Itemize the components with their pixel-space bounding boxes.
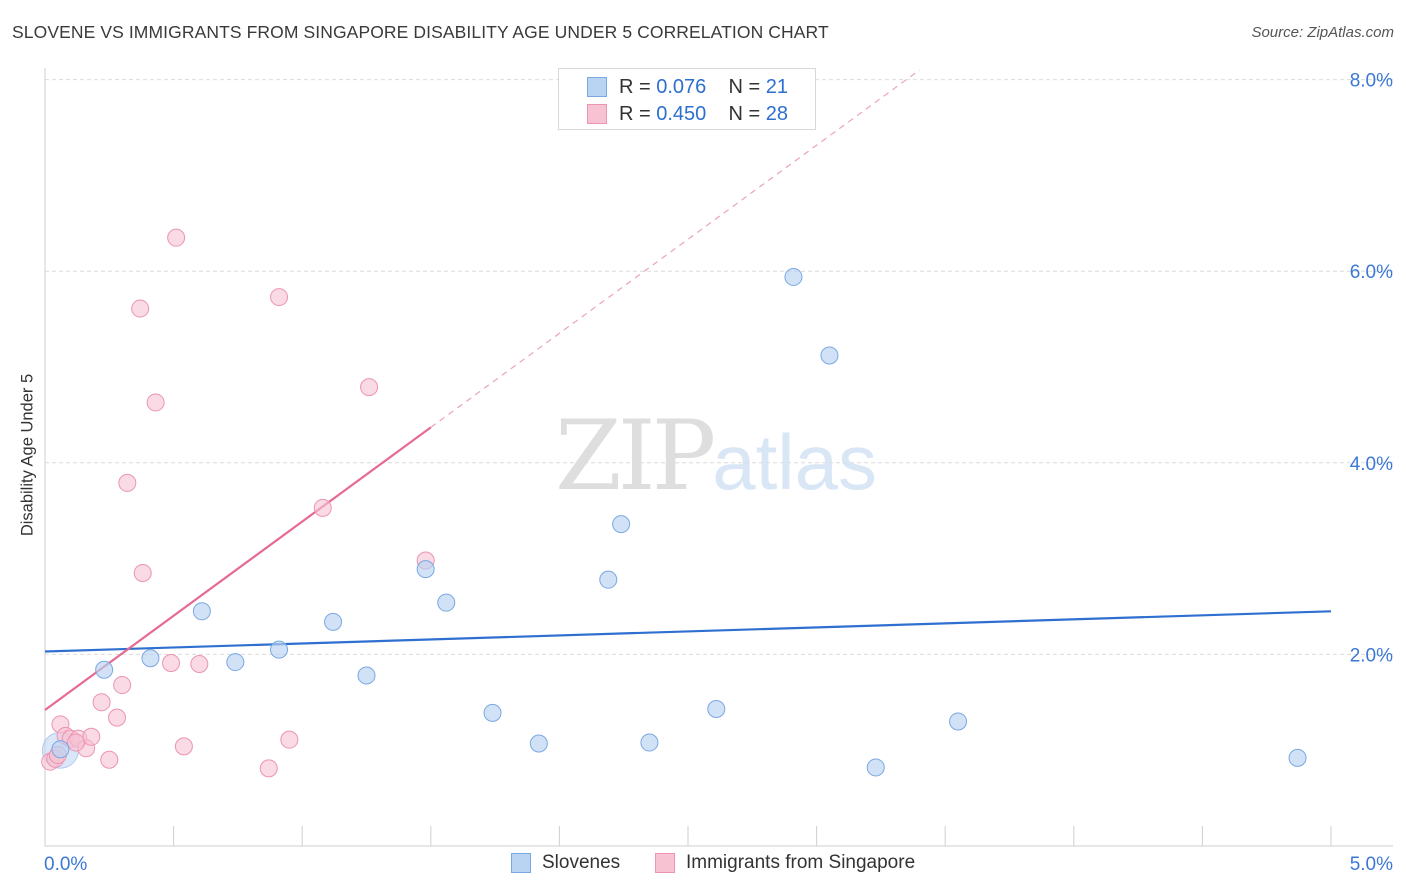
x-tick-label: 0.0% [44,854,87,875]
point-singapore [66,733,85,752]
stats-legend: R = 0.076 N = 21 R = 0.450 N = 28 [558,68,816,130]
point-singapore [270,288,289,307]
r-label: R = [619,76,651,98]
y-tick-label: 6.0% [1350,262,1393,283]
point-slovenes [357,666,376,685]
point-singapore [313,498,332,517]
point-slovenes [192,602,211,621]
point-slovenes [784,267,803,286]
axes [44,68,1393,847]
point-singapore [162,654,181,673]
y-tick-label: 2.0% [1350,645,1393,666]
r-value: 0.076 [656,76,707,98]
point-singapore [92,693,111,712]
point-slovenes [51,740,70,759]
grid-lines [45,79,1393,655]
trend-extension-singapore [430,69,920,428]
point-singapore [259,759,278,778]
point-slovenes [612,515,631,534]
legend-swatch-blue [587,77,607,97]
point-singapore [133,563,152,582]
watermark-zip: ZIP [555,400,716,512]
point-singapore [82,727,101,746]
point-singapore [190,654,209,673]
point-singapore [118,473,137,492]
point-slovenes [141,649,160,668]
legend-stats-singapore: R = 0.450 N = 28 [619,103,788,126]
r-label: R = [619,103,651,125]
watermark-atlas: atlas [712,418,877,506]
point-slovenes [949,712,968,731]
y-tick-label: 8.0% [1350,71,1393,92]
x-tick-label: 5.0% [1350,854,1393,875]
data-points [41,228,1307,778]
point-singapore [146,393,165,412]
legend-swatch-pink [587,104,607,124]
point-slovenes [226,653,245,672]
point-singapore [174,737,193,756]
point-singapore [100,750,119,769]
watermark: ZIPatlas [555,400,877,512]
point-slovenes [640,733,659,752]
point-slovenes [270,640,289,659]
tick-labels: 2.0% 4.0% 6.0% 8.0% 0.0% 5.0% [44,71,1393,875]
point-singapore [360,378,379,397]
point-singapore [108,708,127,727]
trend-line-slovenes [44,610,1332,653]
n-label: N = [728,76,761,98]
y-tick-label: 4.0% [1350,454,1393,475]
point-slovenes [437,593,456,612]
point-slovenes [866,758,885,777]
legend-label-slovenes: Slovenes [542,852,621,873]
point-slovenes [483,703,502,722]
point-singapore [280,730,299,749]
point-slovenes [95,660,114,679]
point-slovenes [707,700,726,719]
legend-swatch-blue [511,853,531,873]
n-value: 21 [765,76,789,98]
r-value: 0.450 [656,103,707,125]
point-slovenes [820,346,839,365]
chart-title: SLOVENE VS IMMIGRANTS FROM SINGAPORE DIS… [12,22,829,42]
point-singapore [131,299,150,318]
trend-lines [44,69,1332,711]
source-credit: Source: ZipAtlas.com [1251,24,1394,41]
point-slovenes [529,734,548,753]
point-singapore [113,676,132,695]
legend-stats-slovenes: R = 0.076 N = 21 [619,76,788,99]
n-value: 28 [765,103,789,125]
point-slovenes [324,612,343,631]
legend-swatch-pink [655,853,675,873]
point-slovenes [416,560,435,579]
point-singapore [167,228,186,247]
point-slovenes [599,570,618,589]
legend-label-singapore: Immigrants from Singapore [686,852,916,873]
n-label: N = [728,103,761,125]
point-slovenes [1288,748,1307,767]
